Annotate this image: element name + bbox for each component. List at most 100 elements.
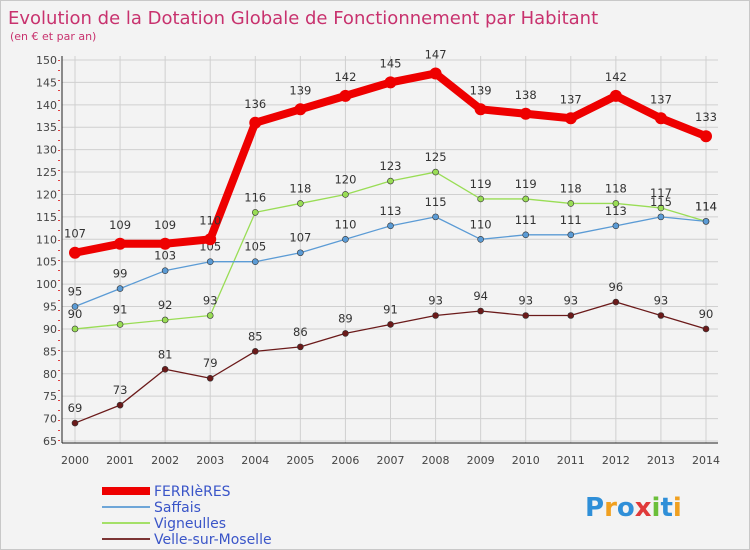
data-label: 116 [244,190,266,204]
data-label: 73 [113,383,128,397]
axes: 65 70 75 80 85 90 95 100 105 110 115 120 125 130 135 14… [36,54,720,467]
legend: FERRIèRESSaffaisVigneullesVelle-sur-Mose… [102,484,272,548]
data-label: 147 [425,47,447,61]
data-label: 94 [473,289,488,303]
y-tick-label: 100 [36,278,57,291]
y-tick-label: 75 [43,390,57,403]
data-point [249,116,262,129]
data-point [297,343,304,351]
x-tick-label: 2009 [467,454,495,467]
data-point [204,233,217,246]
data-point [159,237,172,250]
data-label: 96 [609,280,624,294]
data-label: 109 [109,218,131,232]
y-tick-label: 140 [36,99,57,112]
data-label: 110 [334,217,356,231]
logo-letter: o [617,493,635,523]
logo-letter: r [604,493,617,523]
data-label: 86 [293,325,308,339]
data-label: 118 [289,181,311,195]
data-point [612,222,620,230]
data-label: 138 [515,88,537,102]
data-label: 114 [695,199,717,213]
data-point [612,200,620,207]
data-label: 107 [289,231,311,245]
data-label: 139 [470,83,492,97]
data-point [206,374,214,382]
data-label: 93 [203,293,218,307]
x-tick-label: 2001 [106,454,134,467]
data-label: 91 [383,302,398,316]
data-label: 92 [158,298,173,312]
grid [62,56,718,443]
data-label: 107 [64,227,86,241]
data-label: 89 [338,311,353,325]
data-point [297,249,304,257]
data-point [522,195,530,203]
data-label: 105 [244,240,266,254]
data-label: 115 [425,195,447,209]
data-label: 93 [563,293,578,307]
data-point [161,267,169,274]
proxiti-logo: Proxiti [585,493,682,523]
data-point [522,231,530,239]
chart-title: Evolution de la Dotation Globale de Fonc… [8,8,598,29]
data-point [657,213,665,221]
y-tick-label: 135 [36,121,57,134]
data-label: 136 [244,97,266,111]
data-point [387,321,394,328]
data-point [71,419,79,427]
data-point [161,316,169,324]
data-label: 125 [425,150,447,164]
y-tick-label: 105 [36,256,57,269]
y-tick-label: 70 [43,413,57,426]
legend-label: FERRIèRES [154,484,231,500]
logo-letter: i [652,493,661,523]
data-point [114,237,127,250]
data-label: 123 [380,159,402,173]
logo-letter: P [585,493,604,523]
y-tick-label: 145 [36,76,57,89]
data-point [251,258,259,266]
data-point [567,231,575,239]
proxiti-logo-text: Proxiti [585,493,682,523]
y-tick-label: 90 [43,323,57,336]
data-label: 119 [515,177,537,191]
data-point [702,325,710,333]
data-point [657,312,665,319]
data-label: 114 [695,199,717,213]
data-point [474,103,487,116]
data-label: 90 [68,307,83,321]
x-tick-label: 2002 [151,454,179,467]
x-tick-label: 2003 [196,454,224,467]
x-tick-label: 2010 [512,454,540,467]
data-label: 137 [650,92,672,106]
data-point [71,303,79,310]
data-point [71,325,79,333]
x-tick-label: 2008 [422,454,450,467]
x-tick-label: 2014 [692,454,720,467]
data-point [657,204,665,212]
data-label: 119 [470,177,492,191]
data-label: 69 [68,401,83,415]
data-point [161,365,169,373]
data-label: 110 [199,213,221,227]
data-label: 118 [560,181,582,195]
data-label: 110 [470,217,492,231]
legend-label: Saffais [154,500,201,516]
data-label: 91 [113,302,128,316]
data-point [294,103,307,116]
data-label: 120 [334,172,356,186]
data-label: 117 [650,186,672,200]
data-point [206,258,214,266]
data-point [116,401,124,409]
data-point [387,177,394,185]
data-label: 85 [248,329,263,343]
data-label: 93 [654,293,669,307]
data-label: 111 [515,213,537,227]
data-point [69,246,81,259]
data-point [116,285,124,292]
data-point [297,200,304,207]
